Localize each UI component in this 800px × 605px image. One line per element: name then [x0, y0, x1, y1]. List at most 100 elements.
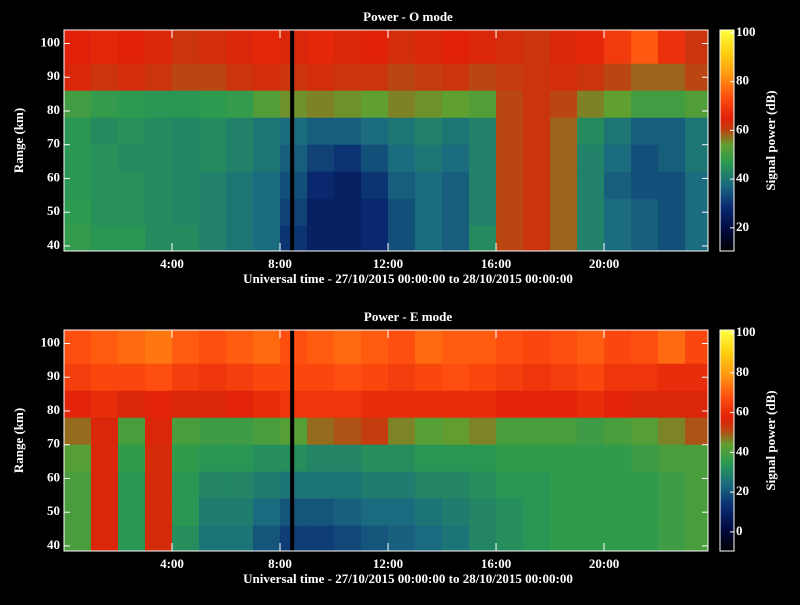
- colorbar-tick-label: 40: [736, 443, 749, 458]
- heatmap-cell: [469, 64, 497, 91]
- heatmap-cell: [91, 364, 119, 391]
- heatmap-cell: [226, 91, 254, 118]
- heatmap-cell: [604, 418, 632, 445]
- heatmap-cell: [631, 118, 659, 145]
- heatmap-cell: [172, 172, 200, 199]
- heatmap-cell: [577, 418, 605, 445]
- heatmap-cell: [226, 391, 254, 418]
- heatmap-cell: [253, 499, 281, 526]
- heatmap-cell: [469, 172, 497, 199]
- heatmap-cell: [604, 64, 632, 91]
- heatmap-cell: [604, 118, 632, 145]
- y-tick-label: 60: [47, 469, 60, 484]
- colorbar-tick-label: 20: [736, 483, 749, 498]
- heatmap-cell: [577, 64, 605, 91]
- heatmap-cell: [334, 172, 362, 199]
- heatmap-cell: [145, 226, 173, 252]
- heatmap-cell: [145, 330, 173, 364]
- heatmap-cell: [199, 145, 227, 172]
- heatmap-cell: [604, 445, 632, 472]
- colorbar-tick-label: 20: [736, 219, 749, 234]
- heatmap-cell: [145, 499, 173, 526]
- heatmap-cell: [253, 145, 281, 172]
- heatmap-cell: [226, 30, 254, 64]
- heatmap-cell: [307, 330, 335, 364]
- heatmap-cell: [469, 364, 497, 391]
- heatmap-cell: [91, 226, 119, 252]
- heatmap-cell: [253, 364, 281, 391]
- heatmap-cell: [658, 172, 686, 199]
- heatmap-cell: [415, 30, 443, 64]
- heatmap-cell: [388, 445, 416, 472]
- heatmap-cell: [550, 226, 578, 252]
- heatmap-cell: [253, 472, 281, 499]
- heatmap-cell: [658, 226, 686, 252]
- heatmap-cell: [469, 472, 497, 499]
- heatmap-cell: [685, 391, 708, 418]
- heatmap-cell: [415, 226, 443, 252]
- heatmap-cell: [469, 445, 497, 472]
- heatmap-cell: [307, 364, 335, 391]
- heatmap-cell: [253, 199, 281, 226]
- heatmap-cell: [118, 445, 146, 472]
- heatmap-cell: [226, 418, 254, 445]
- heatmap-cell: [361, 172, 389, 199]
- heatmap-cell: [334, 226, 362, 252]
- heatmap-cell: [496, 118, 524, 145]
- heatmap-cell: [91, 172, 119, 199]
- heatmap-cell: [307, 199, 335, 226]
- heatmap-cell: [199, 499, 227, 526]
- heatmap-cell: [415, 445, 443, 472]
- heatmap-cell: [523, 172, 551, 199]
- heatmap-cell: [334, 499, 362, 526]
- heatmap-cell: [226, 472, 254, 499]
- heatmap-cell: [226, 499, 254, 526]
- heatmap-cell: [496, 330, 524, 364]
- heatmap-cell: [334, 526, 362, 552]
- heatmap-cell: [496, 364, 524, 391]
- heatmap-cell: [604, 199, 632, 226]
- heatmap-cell: [496, 526, 524, 552]
- heatmap-cell: [145, 445, 173, 472]
- x-tick-label: 12:00: [373, 556, 403, 571]
- heatmap-cell: [199, 91, 227, 118]
- colorbar-tick-label: 100: [736, 24, 756, 39]
- heatmap-cell: [361, 445, 389, 472]
- heatmap-cell: [172, 526, 200, 552]
- heatmap-cell: [172, 91, 200, 118]
- heatmap-cell: [469, 526, 497, 552]
- heatmap-cell: [496, 391, 524, 418]
- heatmap-cell: [550, 118, 578, 145]
- heatmap-cell: [253, 418, 281, 445]
- x-tick-label: 12:00: [373, 256, 403, 271]
- heatmap-cell: [253, 445, 281, 472]
- heatmap-cell: [415, 472, 443, 499]
- y-tick-label: 70: [47, 136, 60, 151]
- heatmap-cell: [523, 145, 551, 172]
- heatmap-cell: [64, 91, 92, 118]
- heatmap-cell: [496, 172, 524, 199]
- heatmap-cell: [334, 445, 362, 472]
- heatmap-cell: [64, 472, 92, 499]
- heatmap-cell: [199, 364, 227, 391]
- heatmap-cell: [388, 391, 416, 418]
- y-tick-label: 70: [47, 436, 60, 451]
- heatmap-cell: [631, 391, 659, 418]
- heatmap-cell: [604, 472, 632, 499]
- heatmap-cell: [577, 526, 605, 552]
- heatmap-cell: [361, 472, 389, 499]
- y-tick-label: 100: [41, 34, 61, 49]
- heatmap-cell: [307, 64, 335, 91]
- y-tick-label: 80: [47, 102, 60, 117]
- colorbar-tick-label: 60: [736, 121, 749, 136]
- heatmap-cell: [442, 330, 470, 364]
- colorbar-tick-label: 100: [736, 324, 756, 339]
- chart-title: Power - E mode: [364, 309, 452, 324]
- y-tick-label: 40: [47, 237, 60, 252]
- heatmap-cell: [523, 526, 551, 552]
- heatmap-cell: [91, 330, 119, 364]
- heatmap-cell: [685, 226, 708, 252]
- heatmap-cell: [172, 118, 200, 145]
- heatmap-cell: [496, 30, 524, 64]
